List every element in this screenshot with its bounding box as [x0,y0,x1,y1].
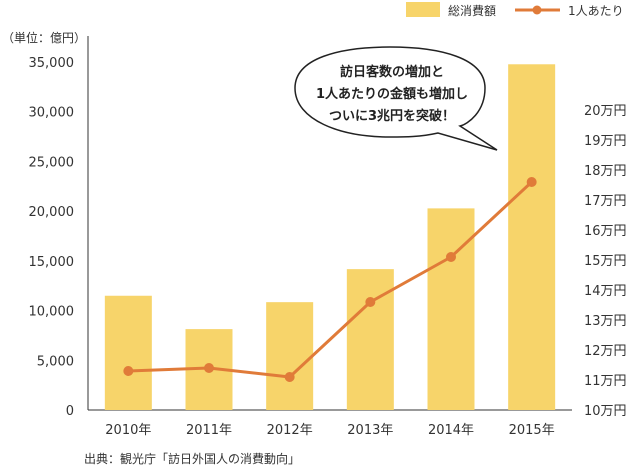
y-left-tick-label: 20,000 [29,205,75,220]
y-left-tick-label: 10,000 [29,305,75,320]
y-left-tick-label: 15,000 [29,255,75,270]
callout-text: 1人あたりの金額も増加し [316,86,468,102]
legend-label-bar: 総消費額 [448,3,496,18]
line-point [365,297,376,307]
bar [508,64,556,410]
y-left-tick-label: 0 [66,404,74,419]
y-right-tick-label: 14万円 [584,284,627,299]
y-right-tick-label: 17万円 [584,194,627,209]
source-note: 出典：観光庁「訪日外国人の消費動向」 [84,451,300,466]
x-tick-label: 2011年 [186,423,232,438]
y-left-tick-label: 25,000 [29,155,75,170]
line-point [526,177,537,187]
y-right-tick-label: 10万円 [584,404,627,419]
y-left-tick-label: 5,000 [37,354,74,369]
x-tick-label: 2012年 [267,423,313,438]
y-right-tick-label: 15万円 [584,254,627,269]
y-right-tick-label: 18万円 [584,164,627,179]
y-right-tick-label: 16万円 [584,224,627,239]
callout-text: 訪日客数の増加と [340,64,444,80]
y-right-tick-label: 11万円 [584,374,627,389]
line-point [123,366,134,376]
x-tick-label: 2014年 [428,423,474,438]
y-right-tick-label: 13万円 [584,314,627,329]
y-left-tick-label: 30,000 [29,106,75,121]
series-line [128,180,533,379]
unit-label: （単位：億円） [2,30,86,45]
legend-label-line: 1人あたり [568,4,624,18]
callout-text: ついに3兆円を突破！ [329,108,455,124]
line-point [446,252,456,262]
legend-marker [532,5,542,15]
y-right-tick-label: 20万円 [584,104,627,119]
bar [266,302,314,410]
bar [427,208,475,410]
y-right-tick-label: 12万円 [584,344,627,359]
bar [346,269,394,410]
line-point [204,363,214,373]
x-tick-label: 2015年 [509,423,555,438]
legend-swatch-bar [406,2,440,17]
y-left-tick-label: 35,000 [29,56,75,71]
callout-bubble [294,46,498,151]
x-tick-label: 2013年 [347,423,393,438]
bar [104,295,152,410]
line-point [284,372,295,382]
x-tick-label: 2010年 [105,423,151,438]
y-right-tick-label: 19万円 [584,134,627,149]
